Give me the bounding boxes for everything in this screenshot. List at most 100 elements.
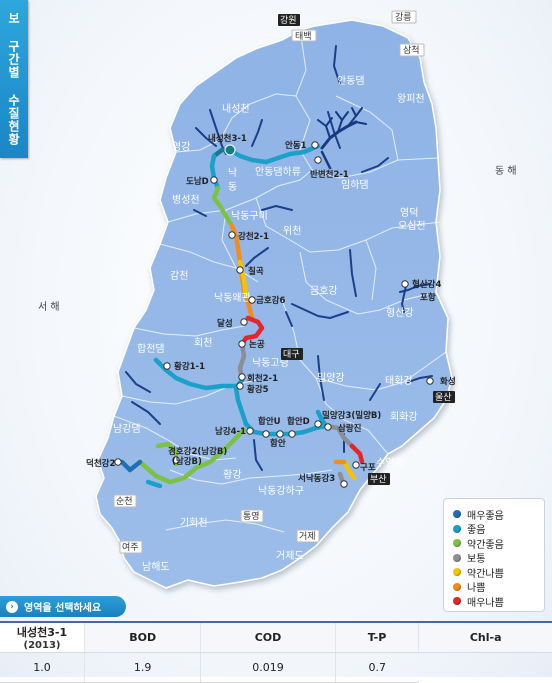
legend-dot xyxy=(453,568,461,577)
tag-daegu: 대구 xyxy=(283,349,300,360)
stations xyxy=(114,141,434,488)
station-marker[interactable] xyxy=(238,373,246,381)
station-marker[interactable] xyxy=(236,266,244,274)
value-tp: 0.019 xyxy=(200,652,336,683)
label-hwanggang: 황강 xyxy=(223,469,241,481)
station-label: 논공 xyxy=(249,340,265,350)
station-marker[interactable] xyxy=(262,430,270,438)
station-marker[interactable] xyxy=(224,144,236,156)
label-suyeonggang: 수영강 xyxy=(376,457,404,469)
station-marker[interactable] xyxy=(210,176,218,184)
label-nakdong-hagu: 낙동강하구 xyxy=(258,484,304,497)
station-label: 황강1-1 xyxy=(174,361,205,372)
station-label: 화성 xyxy=(440,376,456,387)
label-gamcheon: 감천 xyxy=(170,270,188,282)
tag-gangwon: 강원 xyxy=(280,15,297,26)
label-andong-dam-down: 안동댐하류 xyxy=(255,165,301,178)
legend-item: 매우좋음 xyxy=(444,507,544,522)
label-gihwacheon: 기화천 xyxy=(180,517,208,529)
river-basin-map[interactable]: 동 해 서 해 남 해 xyxy=(0,0,552,598)
station-label: 달성 xyxy=(217,318,233,329)
value-cod: 1.9 xyxy=(83,652,201,683)
station-label: 서낙동강3 xyxy=(298,473,335,484)
legend-label: 매우좋음 xyxy=(467,510,504,522)
station-marker[interactable] xyxy=(314,420,322,428)
station-marker[interactable] xyxy=(314,156,322,164)
station-marker[interactable] xyxy=(163,362,171,370)
station-marker[interactable] xyxy=(352,461,360,469)
label-andong-dam: 안동댐 xyxy=(337,75,365,87)
andong-dam-lake xyxy=(317,107,367,170)
tag-suncheon: 순천 xyxy=(116,496,133,507)
station-label: 형산강4 xyxy=(412,279,441,290)
station-marker[interactable] xyxy=(276,430,284,438)
label-nakdong-vertical: 낙 xyxy=(228,167,237,179)
legend-item: 약간좋음 xyxy=(444,536,544,551)
station-label: 구포 xyxy=(360,463,376,473)
label-imha-dam: 임하댐 xyxy=(341,178,369,191)
label-nakdong-waegwan: 낙동왜관 xyxy=(214,292,251,304)
site-cell: 내성천3-1 (2013) xyxy=(0,621,85,653)
legend-label: 약간나쁨 xyxy=(467,568,504,580)
station-marker[interactable] xyxy=(236,382,244,390)
station-marker[interactable] xyxy=(426,377,434,385)
tag-gangneung: 강릉 xyxy=(395,12,412,23)
station-marker[interactable] xyxy=(324,423,332,431)
region-select-button[interactable]: › 영역을 선택하세요 xyxy=(0,596,126,617)
label-byeongseongcheon: 병성천 xyxy=(172,194,200,206)
label-hoecheon: 회천 xyxy=(194,337,212,349)
label-hyeongsangang: 형산강 xyxy=(386,307,414,319)
header-chla: Chl-a xyxy=(418,621,552,653)
label-geojedo: 거제도 xyxy=(276,550,304,562)
station-label: 황강5 xyxy=(247,384,269,395)
header-bod: BOD xyxy=(83,621,201,653)
land-outline xyxy=(95,19,453,589)
region-select-label: 영역을 선택하세요 xyxy=(24,603,102,614)
station-marker[interactable] xyxy=(288,430,296,438)
station-label: 금호강6 xyxy=(256,295,285,306)
station-marker[interactable] xyxy=(238,340,246,348)
site-name: 내성천3-1 xyxy=(16,626,68,639)
water-quality-legend: 매우좋음 좋음 약간좋음 보통 약간나쁨 나쁨 매우나쁨 xyxy=(443,498,545,612)
station-marker[interactable] xyxy=(246,427,254,435)
station-marker[interactable] xyxy=(340,480,348,488)
tag-samcheok: 삼척 xyxy=(403,45,420,56)
legend-label: 매우나쁨 xyxy=(467,597,504,609)
legend-dot xyxy=(453,524,461,533)
tag-geoje: 거제 xyxy=(299,531,316,542)
legend-label: 나쁨 xyxy=(467,583,486,595)
station-label: 안동1 xyxy=(285,140,307,151)
legend-label: 보통 xyxy=(467,554,486,566)
legend-label: 약간좋음 xyxy=(467,539,504,551)
station-marker[interactable] xyxy=(311,141,319,149)
station-marker[interactable] xyxy=(248,296,256,304)
region-labels-vertical: 낙 동 xyxy=(228,167,237,193)
legend-item: 나쁨 xyxy=(444,580,544,595)
label-geumhogang: 금호강 xyxy=(310,285,338,297)
legend-item: 약간나쁨 xyxy=(444,565,544,580)
station-marker[interactable] xyxy=(401,280,409,288)
station-marker[interactable] xyxy=(114,458,122,466)
label-osipcheon: 오십천 xyxy=(398,220,426,232)
station-label: 덕천강2 xyxy=(86,458,115,469)
station-label: 삼랑진 xyxy=(338,423,362,434)
water-quality-table: 내성천3-1 (2013) BOD COD T-P Chl-a 1.0 1.9 … xyxy=(0,621,552,683)
legend-item: 좋음 xyxy=(444,522,544,536)
page-title: 보 구간별 수질현황 xyxy=(0,0,28,158)
region-labels: 안동댐 왕피천 내성천 영강 안동댐하류 임하댐 병성천 낙동구미 위천 영덕 … xyxy=(113,75,426,573)
station-marker[interactable] xyxy=(240,318,248,326)
east-coast-streams xyxy=(399,283,433,383)
station-marker[interactable] xyxy=(172,456,180,464)
svg-text:(남강B): (남강B) xyxy=(172,456,202,467)
legend-dot xyxy=(453,539,461,548)
label-wicheon: 위천 xyxy=(283,224,301,237)
label-hoehwagang: 회화강 xyxy=(390,411,418,423)
table-header-row: 내성천3-1 (2013) BOD COD T-P Chl-a xyxy=(0,621,552,653)
label-wangpicheon: 왕피천 xyxy=(397,93,425,105)
city-tags: 강원 태백 강릉 삼척 대구 울산 부산 순천 통영 여주 거제 xyxy=(113,10,455,554)
station-marker[interactable] xyxy=(228,231,236,239)
compass-east: 동 해 xyxy=(495,164,517,177)
station-label: 포항 xyxy=(420,292,436,303)
label-hapcheon-dam: 합천댐 xyxy=(137,343,165,355)
